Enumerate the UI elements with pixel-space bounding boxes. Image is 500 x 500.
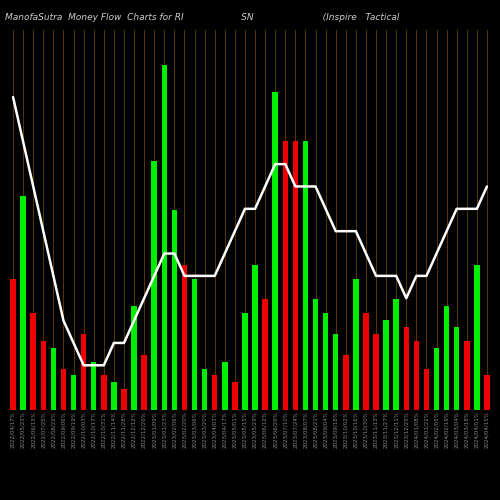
Bar <box>162 64 167 410</box>
Bar <box>222 362 228 410</box>
Bar <box>121 390 126 410</box>
Bar <box>202 368 207 410</box>
Bar <box>424 368 429 410</box>
Bar <box>343 354 348 410</box>
Bar <box>434 348 440 410</box>
Bar <box>142 354 147 410</box>
Bar <box>132 306 137 410</box>
Bar <box>91 362 96 410</box>
Bar <box>374 334 379 410</box>
Bar <box>192 278 198 410</box>
Bar <box>60 368 66 410</box>
Bar <box>484 376 490 410</box>
Bar <box>414 341 419 410</box>
Bar <box>81 334 86 410</box>
Bar <box>10 278 16 410</box>
Bar <box>182 265 187 410</box>
Bar <box>302 140 308 410</box>
Bar <box>454 327 460 410</box>
Bar <box>40 341 46 410</box>
Bar <box>101 376 106 410</box>
Bar <box>152 162 157 410</box>
Bar <box>232 382 237 410</box>
Bar <box>474 265 480 410</box>
Bar <box>394 300 399 410</box>
Text: ManofaSutra  Money Flow  Charts for RI                    SN                    : ManofaSutra Money Flow Charts for RI SN <box>5 12 400 22</box>
Bar <box>282 140 288 410</box>
Bar <box>384 320 389 410</box>
Bar <box>323 314 328 410</box>
Bar <box>464 341 469 410</box>
Bar <box>363 314 368 410</box>
Bar <box>242 314 248 410</box>
Bar <box>71 376 76 410</box>
Bar <box>272 92 278 410</box>
Bar <box>404 327 409 410</box>
Bar <box>262 300 268 410</box>
Bar <box>111 382 116 410</box>
Bar <box>313 300 318 410</box>
Bar <box>30 314 36 410</box>
Bar <box>333 334 338 410</box>
Bar <box>292 140 298 410</box>
Bar <box>172 210 177 410</box>
Bar <box>50 348 56 410</box>
Bar <box>20 196 26 410</box>
Bar <box>212 376 218 410</box>
Bar <box>252 265 258 410</box>
Bar <box>444 306 450 410</box>
Bar <box>353 278 358 410</box>
